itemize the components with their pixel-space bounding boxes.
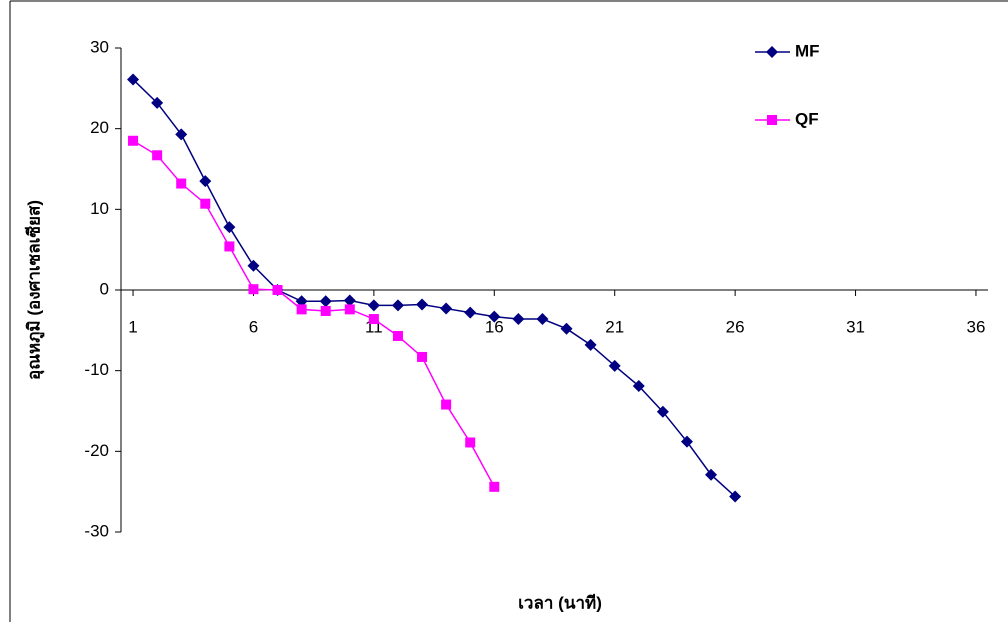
legend-marker (766, 46, 778, 58)
marker (441, 399, 452, 410)
marker (344, 304, 355, 315)
marker (489, 481, 500, 492)
marker (200, 198, 211, 209)
x-tick-label: 31 (846, 317, 865, 336)
y-axis-title: อุณหภูมิ (องศาเซลเซียส) (23, 200, 45, 380)
marker (560, 322, 573, 335)
series-line (132, 78, 736, 498)
marker (465, 437, 476, 448)
marker (440, 302, 453, 315)
marker (343, 294, 356, 307)
y-tick-label: 10 (90, 199, 109, 218)
marker (367, 299, 380, 312)
y-tick-label: -20 (84, 441, 109, 460)
x-tick-label: 16 (485, 317, 504, 336)
marker (199, 175, 212, 188)
marker (417, 351, 428, 362)
marker (319, 295, 332, 308)
marker (416, 298, 429, 311)
marker (175, 128, 188, 141)
y-tick-label: 30 (90, 37, 109, 56)
marker (391, 299, 404, 312)
marker (368, 314, 379, 325)
marker (127, 73, 140, 86)
marker (224, 241, 235, 252)
marker (247, 259, 260, 272)
marker (536, 313, 549, 326)
marker (176, 178, 187, 189)
y-tick-label: 0 (100, 279, 109, 298)
marker (464, 306, 477, 319)
x-tick-label: 1 (128, 317, 137, 336)
y-tick-label: -30 (84, 521, 109, 540)
marker (272, 285, 283, 295)
marker (680, 435, 693, 448)
marker (656, 405, 669, 418)
marker (320, 305, 331, 316)
x-axis-title: เวลา (นาที) (518, 592, 602, 612)
marker (584, 338, 597, 351)
x-tick-label: 36 (966, 317, 985, 336)
legend-label: QF (795, 109, 819, 128)
marker (152, 150, 163, 161)
marker (248, 284, 259, 295)
series-line (132, 140, 495, 488)
marker (705, 468, 718, 481)
y-tick-label: -10 (84, 360, 109, 379)
marker (608, 359, 621, 372)
marker (512, 313, 525, 326)
marker (392, 330, 403, 341)
legend-label: MF (795, 41, 820, 60)
y-tick-label: 20 (90, 118, 109, 137)
x-tick-label: 21 (605, 317, 624, 336)
x-tick-label: 6 (249, 317, 258, 336)
marker (295, 295, 308, 308)
marker (296, 304, 307, 315)
marker (488, 310, 501, 323)
x-tick-label: 26 (726, 317, 745, 336)
marker (729, 490, 742, 503)
marker (128, 135, 139, 146)
marker (632, 379, 645, 392)
marker (151, 96, 164, 109)
marker (223, 221, 236, 234)
legend-marker (767, 115, 777, 125)
